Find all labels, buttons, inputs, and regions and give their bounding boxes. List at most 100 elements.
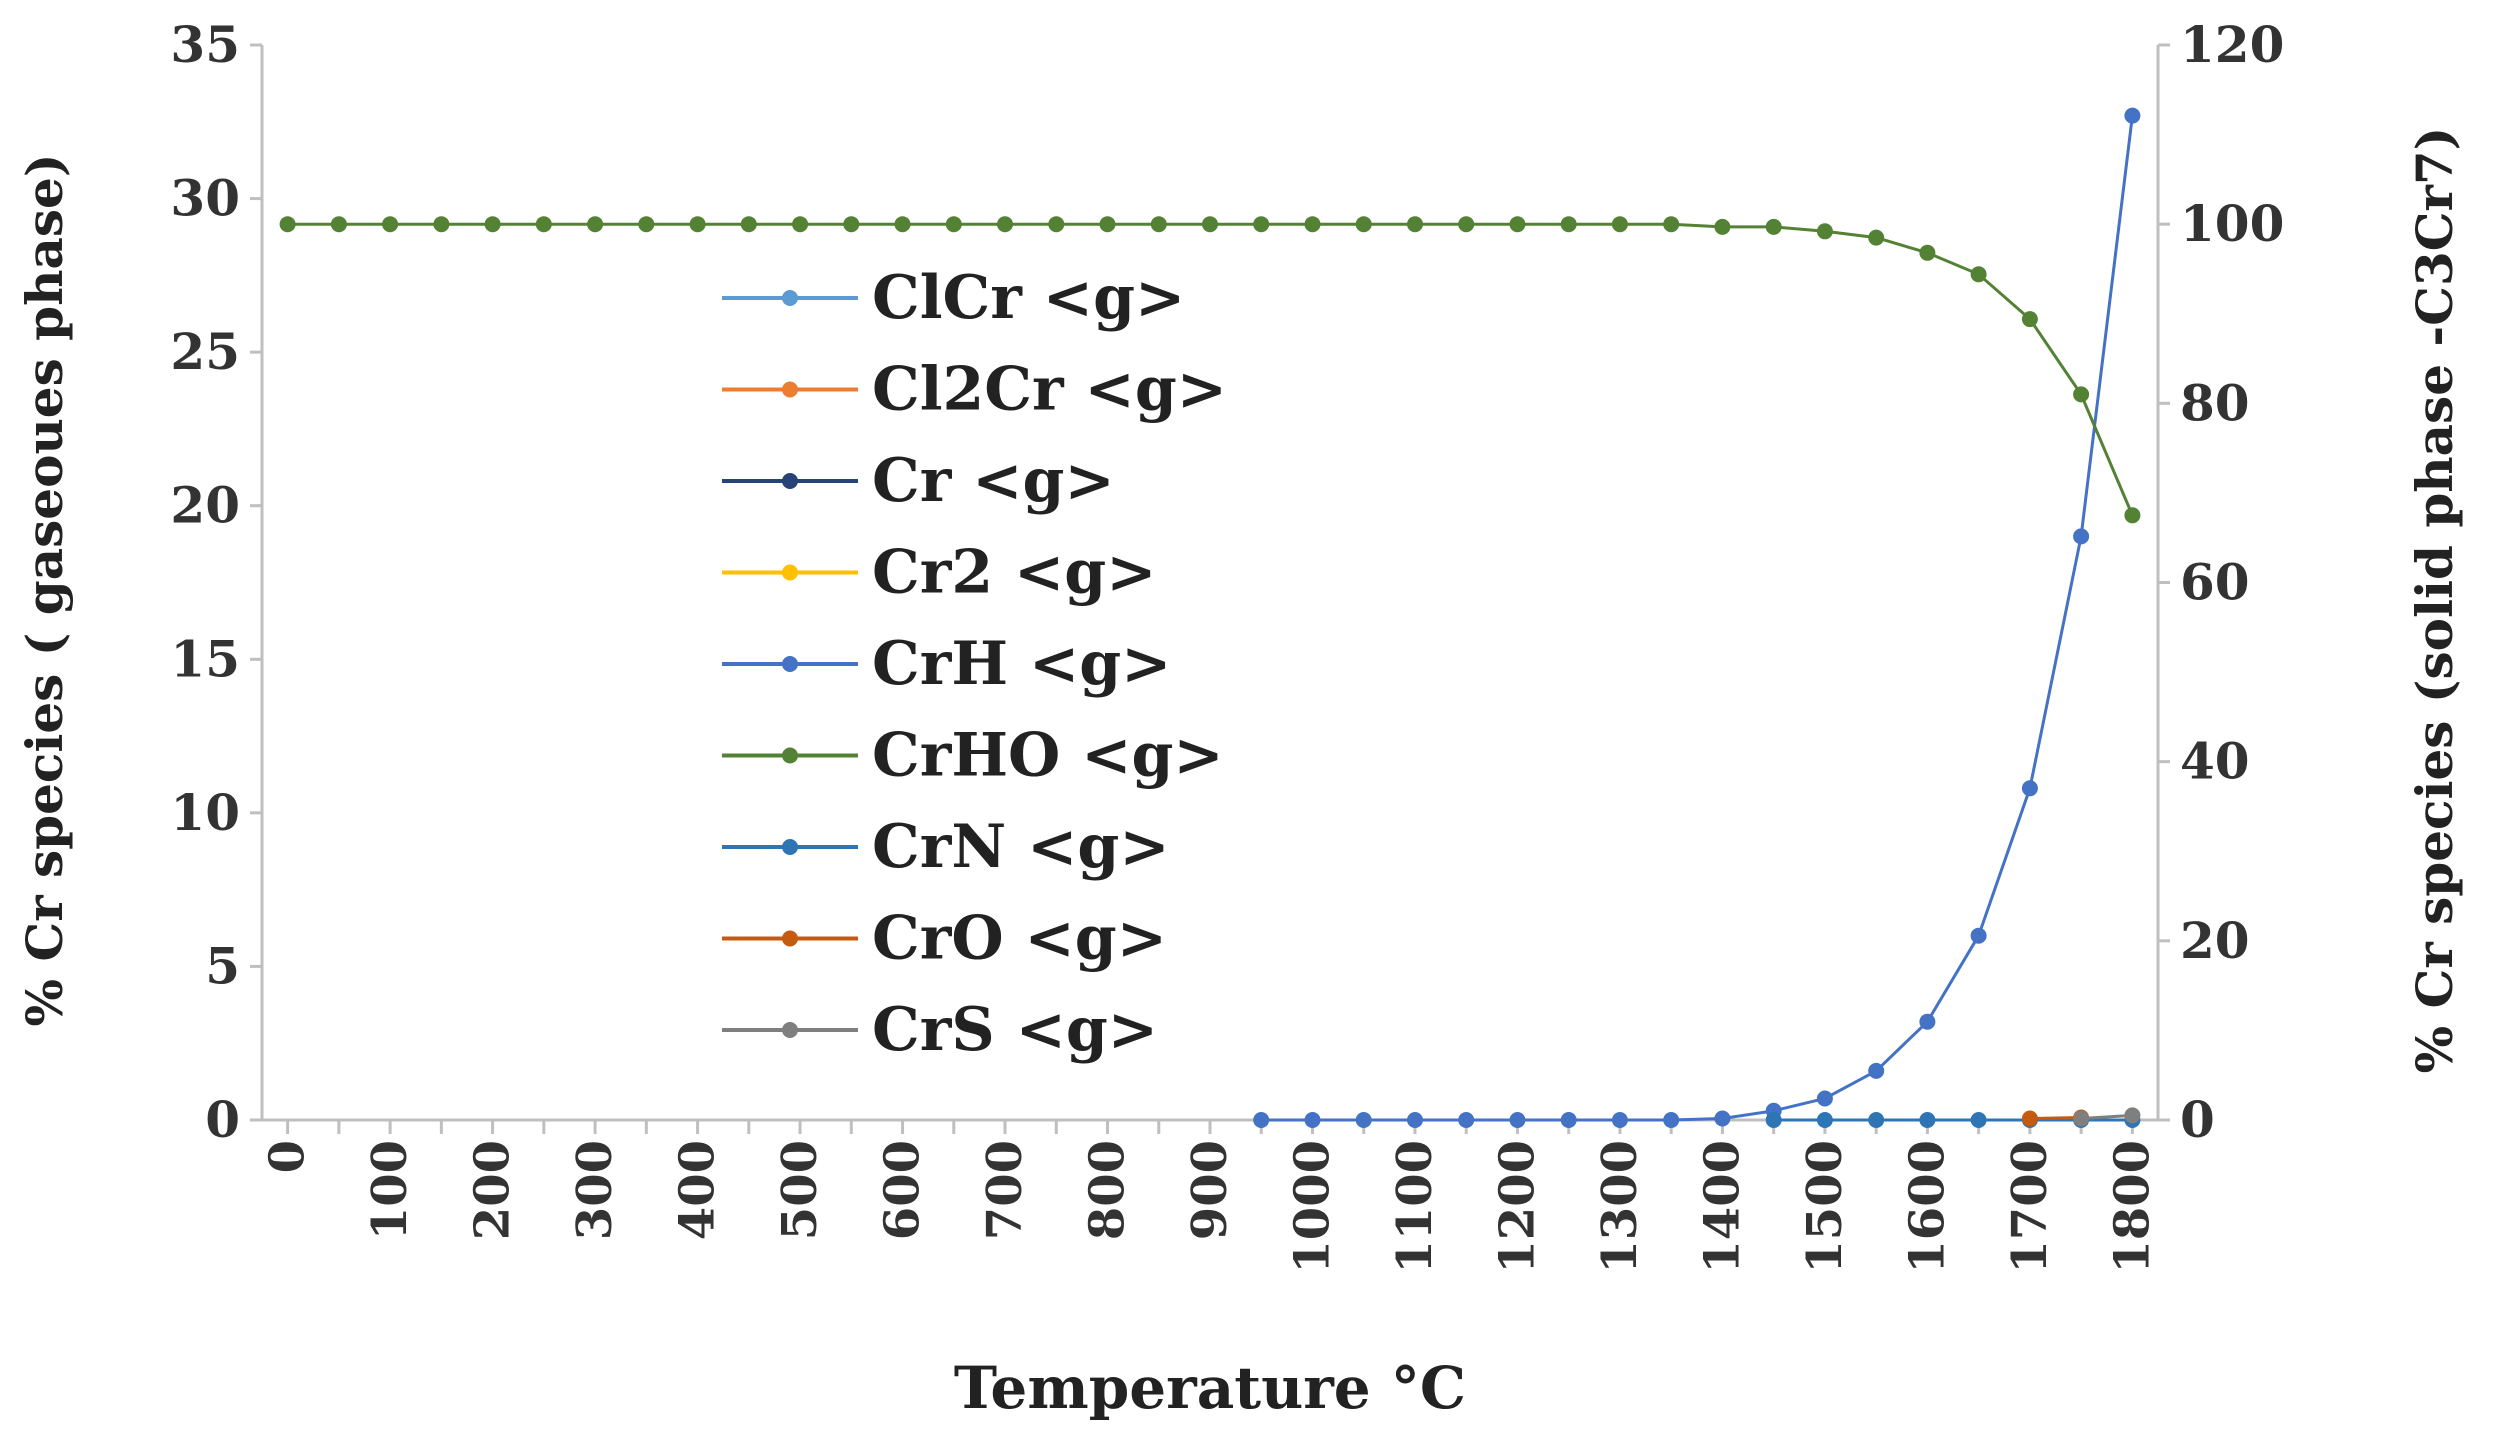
series-lines	[279, 107, 2141, 1128]
data-point-crho-g	[1048, 216, 1065, 233]
x-tick-label: 1100	[1387, 1140, 1443, 1274]
data-point-crh-g	[1816, 1090, 1833, 1107]
data-point-crho-g	[1663, 216, 1680, 233]
x-tick-label: 500	[772, 1140, 828, 1240]
data-point-cro-g	[2021, 1110, 2038, 1127]
data-point-crho-g	[330, 216, 347, 233]
x-tick-label: 100	[362, 1140, 418, 1240]
y-right-tick-label: 80	[2180, 373, 2250, 432]
series-line-cro-g	[2029, 1116, 2082, 1120]
data-point-crho-g	[792, 216, 809, 233]
data-point-crs-g	[2073, 1110, 2090, 1127]
data-point-crho-g	[1253, 216, 1270, 233]
data-point-crh-g	[1458, 1112, 1475, 1128]
data-point-crh-g	[1970, 927, 1987, 944]
legend-marker	[782, 290, 798, 306]
data-point-crho-g	[2073, 386, 2090, 403]
data-point-crho-g	[1714, 218, 1731, 235]
data-point-crh-g	[1509, 1112, 1526, 1128]
data-point-crh-g	[1355, 1112, 1372, 1128]
data-point-crho-g	[1970, 266, 1987, 283]
legend-marker	[782, 381, 798, 398]
legend-marker	[782, 930, 798, 947]
data-point-crho-g	[1816, 223, 1833, 240]
series-line-crs-g	[2081, 1113, 2133, 1120]
data-point-crh-g	[1407, 1112, 1423, 1128]
y-left-tick-label: 20	[170, 476, 240, 535]
legend-label: Cl2Cr <g>	[872, 355, 1227, 425]
legend: ClCr <g> Cl2Cr <g> Cr <g> Cr2 <g> CrH <g> CrH…	[722, 263, 1227, 1065]
legend-marker	[782, 747, 798, 764]
legend-label: CrH <g>	[872, 629, 1171, 699]
data-point-crh-g	[2021, 780, 2038, 797]
data-point-crho-g	[638, 216, 655, 233]
data-point-crh-g	[1611, 1112, 1628, 1128]
x-tick-label: 0	[260, 1140, 316, 1173]
data-point-crho-g	[1611, 216, 1628, 233]
y-axis-left-title: % Cr species ( gaseoues phase)	[15, 154, 74, 1027]
series-line-crh-g	[1261, 115, 2134, 1122]
legend-marker	[782, 473, 798, 489]
x-axis-title: Temperature °C	[954, 1354, 1466, 1422]
data-point-crn-g	[1765, 1112, 1782, 1128]
data-point-crho-g	[1458, 216, 1475, 233]
x-tick-label: 1400	[1694, 1140, 1750, 1274]
legend-label: CrN <g>	[872, 812, 1170, 882]
data-point-crho-g	[1202, 216, 1218, 233]
y-left-tick-label: 10	[170, 783, 240, 842]
data-point-crn-g	[1868, 1112, 1885, 1128]
data-point-crho-g	[1868, 229, 1885, 246]
legend-label: ClCr <g>	[872, 263, 1185, 333]
data-point-crh-g	[1919, 1013, 1936, 1030]
data-point-crho-g	[1407, 216, 1423, 233]
data-point-crho-g	[997, 216, 1013, 233]
data-point-crho-g	[1355, 216, 1372, 233]
data-point-crn-g	[1816, 1112, 1833, 1128]
data-point-crh-g	[1253, 1112, 1270, 1128]
x-tick-label: 800	[1080, 1140, 1136, 1240]
data-point-crh-g	[2124, 107, 2141, 124]
y-left-tick-label: 0	[205, 1090, 240, 1149]
data-point-crs-g	[2124, 1107, 2141, 1124]
data-point-crho-g	[535, 216, 552, 233]
y-right-tick-label: 60	[2180, 553, 2250, 612]
data-point-crho-g	[1560, 216, 1577, 233]
x-tick-label: 200	[465, 1140, 521, 1240]
data-point-crho-g	[689, 216, 706, 233]
y-left-tick-label: 5	[205, 936, 240, 995]
data-point-crho-g	[1765, 218, 1782, 235]
y-right-tick-label: 40	[2180, 732, 2250, 791]
data-point-crn-g	[1919, 1112, 1936, 1128]
data-point-crho-g	[587, 216, 604, 233]
x-tick-label: 1800	[2104, 1140, 2160, 1274]
x-tick-label: 1700	[2002, 1140, 2058, 1274]
x-tick-label: 900	[1182, 1140, 1238, 1240]
y-axis-right-title: % Cr species (solid phase -C3Cr7)	[2405, 127, 2464, 1074]
data-point-crho-g	[433, 216, 450, 233]
y-left-tick-label: 35	[170, 15, 240, 74]
data-point-crho-g	[1150, 216, 1167, 233]
x-tick-label: 1000	[1284, 1140, 1340, 1274]
data-point-crho-g	[1099, 216, 1116, 233]
data-point-crn-g	[1970, 1112, 1987, 1128]
x-tick-label: 1600	[1899, 1140, 1955, 1274]
data-point-crho-g	[1509, 216, 1526, 233]
x-tick-label: 600	[875, 1140, 931, 1240]
x-tick-label: 1300	[1592, 1140, 1648, 1274]
legend-label: CrHO <g>	[872, 721, 1224, 791]
y-left-tick-label: 30	[170, 169, 240, 228]
data-point-crho-g	[484, 216, 501, 233]
data-point-crho-g	[945, 216, 962, 233]
y-right-tick-label: 120	[2180, 15, 2284, 74]
data-point-crho-g	[1304, 216, 1321, 233]
axes	[250, 43, 2170, 1134]
y-right-tick-label: 20	[2180, 911, 2250, 970]
data-point-crh-g	[1304, 1112, 1321, 1128]
data-point-crho-g	[843, 216, 860, 233]
data-point-crho-g	[279, 216, 296, 233]
x-tick-label: 1500	[1797, 1140, 1853, 1274]
data-point-crho-g	[894, 216, 911, 233]
data-point-crh-g	[1560, 1112, 1577, 1128]
legend-marker	[782, 656, 798, 672]
